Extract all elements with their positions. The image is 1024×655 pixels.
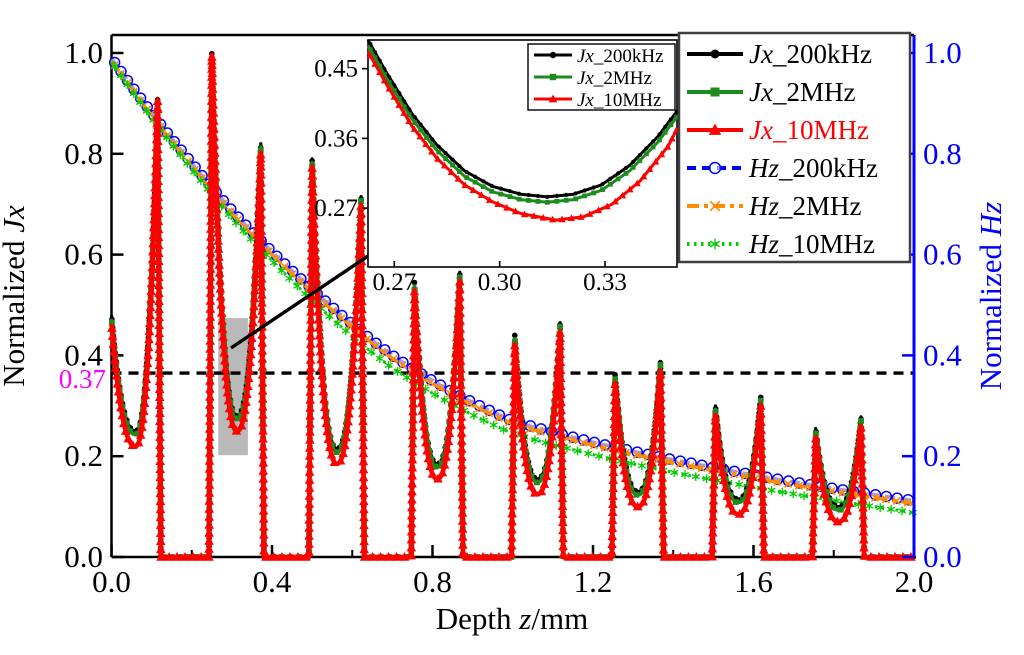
y-right-tick-label: 0.6 xyxy=(923,237,962,272)
inset-legend-label: Jx_2MHz xyxy=(577,68,652,89)
x-axis-title: Depth z/mm xyxy=(436,601,588,636)
legend: Jx_200kHz Jx_2MHz Jx_10MHz Hz_200kHz Hz_2MHz… xyxy=(677,31,912,264)
x-tick-label: 0.0 xyxy=(92,564,131,599)
reference-line-value-label: 0.37 xyxy=(58,364,106,394)
inset-plot: 0.27 0.30 0.33 0.27 0.36 0.45 xyxy=(314,39,678,296)
y-right-tick-label: 0.8 xyxy=(923,136,962,171)
legend-label: Jx_10MHz xyxy=(749,115,869,145)
y-right-tick-label: 0.0 xyxy=(923,539,962,574)
inset-curve-1 xyxy=(366,44,680,205)
y-left-axis-title: Normalized Jx xyxy=(0,205,31,387)
axis-titles: Depth z/mm Normalized Jx Normalized Hz xyxy=(0,202,1008,636)
inset-curve-0 xyxy=(366,39,679,199)
y-right-axis-title: Normalized Hz xyxy=(973,202,1008,391)
jx-curve-jx_10mhz xyxy=(107,52,916,561)
y-left-tick-label: 0.0 xyxy=(64,539,103,574)
inset-legend-label: Jx_200kHz xyxy=(577,46,664,67)
legend-box xyxy=(677,31,912,264)
inset-x-tick-label: 0.30 xyxy=(478,269,522,296)
x-tick-label: 0.4 xyxy=(253,564,292,599)
legend-label: Jx_2MHz xyxy=(749,77,855,107)
inset-y-tick-label: 0.27 xyxy=(314,195,358,222)
x-tick-label: 1.2 xyxy=(574,564,613,599)
y-left-tick-label: 0.4 xyxy=(64,337,103,372)
x-tick-label: 1.6 xyxy=(734,564,773,599)
y-left-tick-label: 1.0 xyxy=(64,35,103,70)
inset-x-tick-label: 0.27 xyxy=(372,269,416,296)
y-right-tick-label: 0.4 xyxy=(923,337,962,372)
inset-y-tick-label: 0.45 xyxy=(314,56,358,83)
y-left-tick-label: 0.2 xyxy=(64,438,103,473)
legend-label: Hz_10MHz xyxy=(748,229,875,259)
inset-x-tick-label: 0.33 xyxy=(583,269,627,296)
inset-curve-2 xyxy=(366,50,681,223)
y-left-tick-label: 0.8 xyxy=(64,136,103,171)
legend-label: Jx_200kHz xyxy=(749,39,872,69)
right-axis: 0.0 0.2 0.4 0.6 0.8 1.0 xyxy=(902,35,962,574)
y-right-tick-label: 1.0 xyxy=(923,35,962,70)
y-right-tick-label: 0.2 xyxy=(923,438,962,473)
x-tick-label: 2.0 xyxy=(895,564,934,599)
x-tick-label: 0.8 xyxy=(413,564,452,599)
legend-label: Hz_2MHz xyxy=(748,191,862,221)
inset-y-tick-label: 0.36 xyxy=(314,125,358,152)
legend-label: Hz_200kHz xyxy=(748,153,878,183)
inset-legend-label: Jx_10MHz xyxy=(577,90,661,111)
y-left-tick-label: 0.6 xyxy=(64,237,103,272)
